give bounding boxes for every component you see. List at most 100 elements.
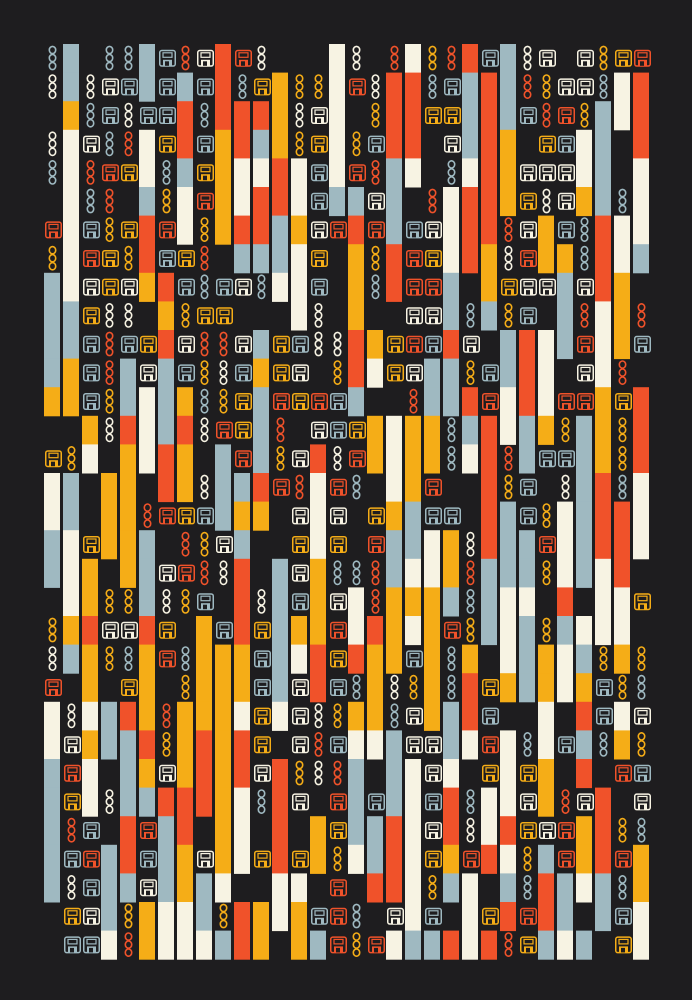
floppy-disk-icon xyxy=(178,364,195,382)
floppy-disk-icon xyxy=(254,650,271,668)
floppy-disk-icon xyxy=(615,49,632,67)
color-bar xyxy=(481,415,497,503)
chain-link-icon xyxy=(466,531,475,557)
color-bar xyxy=(500,844,516,874)
color-bar xyxy=(405,587,421,617)
color-bar xyxy=(329,187,345,217)
color-bar xyxy=(633,244,649,274)
color-bar xyxy=(443,701,459,760)
floppy-disk-icon xyxy=(596,707,613,725)
color-bar xyxy=(63,244,79,302)
floppy-disk-icon xyxy=(83,221,100,239)
chain-link-icon xyxy=(599,732,608,757)
floppy-disk-icon xyxy=(330,793,347,811)
color-bar xyxy=(177,101,193,159)
floppy-disk-icon xyxy=(140,364,157,382)
floppy-disk-icon xyxy=(558,107,575,124)
color-bar xyxy=(519,673,535,703)
floppy-disk-icon xyxy=(425,736,442,754)
color-bar xyxy=(63,129,79,188)
floppy-disk-icon xyxy=(330,221,347,239)
chain-link-icon xyxy=(637,732,646,757)
color-bar xyxy=(158,272,174,302)
color-bar xyxy=(215,730,231,789)
color-bar xyxy=(234,501,250,531)
floppy-disk-icon xyxy=(330,536,347,553)
color-bar xyxy=(538,873,554,932)
floppy-disk-icon xyxy=(539,164,556,182)
floppy-disk-icon xyxy=(558,450,575,468)
color-bar xyxy=(63,301,79,360)
floppy-disk-icon xyxy=(292,335,309,353)
floppy-disk-icon xyxy=(159,107,176,124)
floppy-disk-icon xyxy=(577,49,594,67)
color-bar xyxy=(614,701,630,731)
floppy-disk-icon xyxy=(216,421,233,439)
floppy-disk-icon xyxy=(558,135,575,153)
floppy-disk-icon xyxy=(292,707,309,725)
floppy-disk-icon xyxy=(368,793,385,811)
floppy-disk-icon xyxy=(349,450,366,468)
color-bar xyxy=(63,530,79,617)
floppy-disk-icon xyxy=(444,621,461,639)
color-bar xyxy=(253,215,269,245)
color-bar xyxy=(234,902,250,960)
chain-link-icon xyxy=(428,74,437,99)
floppy-disk-icon xyxy=(615,850,632,868)
chain-link-icon xyxy=(295,102,304,128)
floppy-disk-icon xyxy=(159,764,176,782)
floppy-disk-icon xyxy=(83,135,100,153)
color-bar xyxy=(443,358,459,417)
color-bar xyxy=(595,558,611,646)
floppy-disk-icon xyxy=(273,335,290,353)
color-bar xyxy=(196,930,212,960)
color-bar xyxy=(500,902,516,932)
floppy-disk-icon xyxy=(539,278,556,296)
floppy-disk-icon xyxy=(292,850,309,868)
color-bar xyxy=(348,330,364,388)
floppy-disk-icon xyxy=(539,49,556,67)
color-bar xyxy=(101,473,117,560)
color-bar xyxy=(329,129,345,159)
floppy-disk-icon xyxy=(159,135,176,153)
floppy-disk-icon xyxy=(83,364,100,382)
floppy-disk-icon xyxy=(615,936,632,954)
color-bar xyxy=(177,387,193,417)
floppy-disk-icon xyxy=(121,335,138,353)
floppy-disk-icon xyxy=(558,736,575,754)
chain-link-icon xyxy=(48,245,57,271)
color-bar xyxy=(576,501,592,588)
color-bar xyxy=(405,759,421,846)
color-bar xyxy=(386,158,402,245)
color-bar xyxy=(177,72,193,102)
chain-link-icon xyxy=(200,217,209,242)
color-bar xyxy=(481,301,497,331)
color-bar xyxy=(557,501,573,588)
floppy-disk-icon xyxy=(216,621,233,639)
color-bar xyxy=(234,558,250,646)
color-bar xyxy=(310,816,326,846)
color-bar xyxy=(443,930,459,960)
color-bar xyxy=(538,415,554,445)
chain-link-icon xyxy=(618,817,627,843)
chain-link-icon xyxy=(428,188,437,214)
floppy-disk-icon xyxy=(292,679,309,696)
color-bar xyxy=(196,616,212,703)
floppy-disk-icon xyxy=(425,850,442,868)
chain-link-icon xyxy=(466,817,475,843)
color-bar xyxy=(234,101,250,159)
floppy-disk-icon xyxy=(368,221,385,239)
floppy-disk-icon xyxy=(406,707,423,725)
floppy-disk-icon xyxy=(121,621,138,639)
chain-link-icon xyxy=(409,674,418,700)
floppy-disk-icon xyxy=(311,907,328,925)
color-bar xyxy=(253,473,269,503)
floppy-disk-icon xyxy=(634,335,651,353)
color-bar xyxy=(120,444,136,531)
chain-link-icon xyxy=(599,45,608,71)
floppy-disk-icon xyxy=(140,335,157,353)
color-bar xyxy=(386,930,402,960)
floppy-disk-icon xyxy=(520,164,537,182)
color-bar xyxy=(367,330,383,360)
chain-link-icon xyxy=(257,45,266,71)
